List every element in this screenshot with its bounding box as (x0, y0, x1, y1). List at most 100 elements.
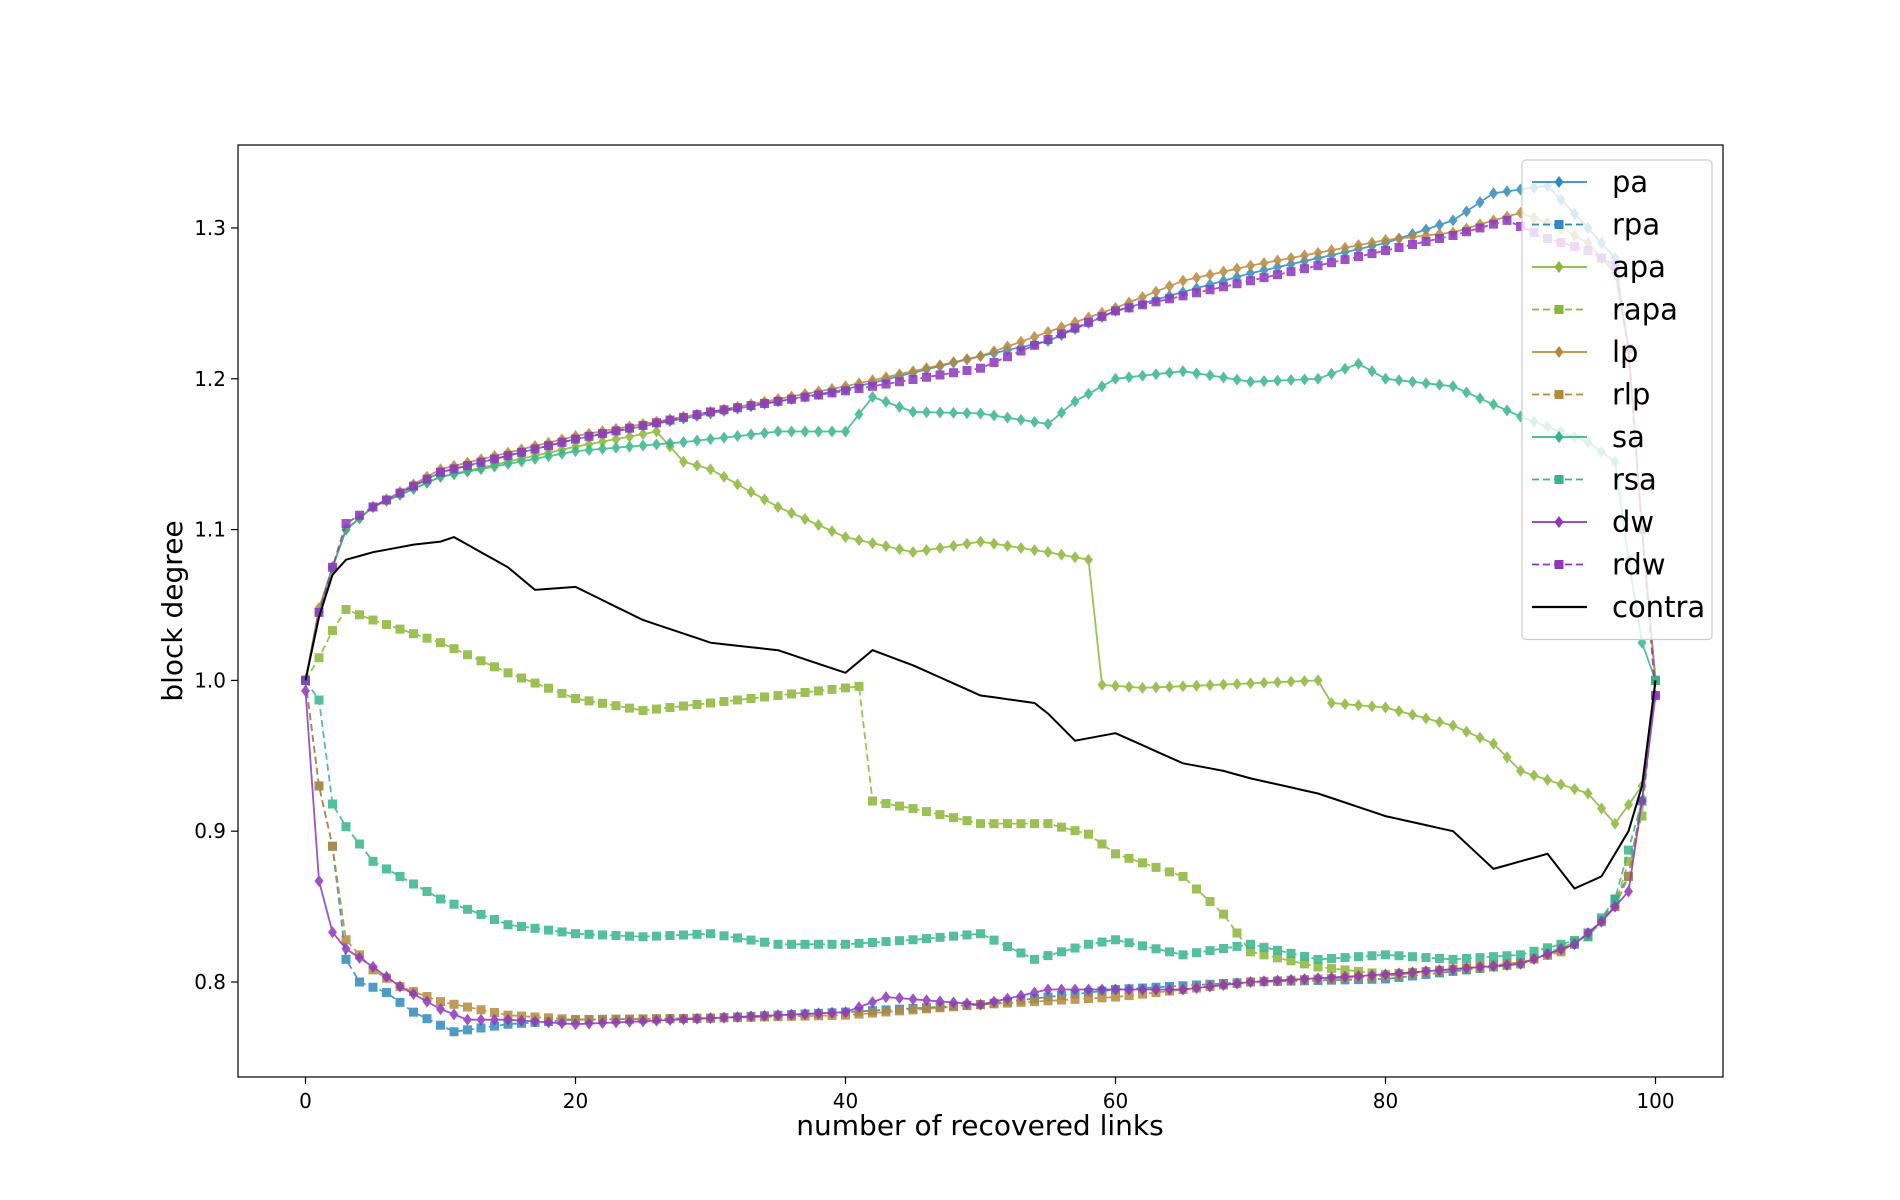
data-point (341, 604, 351, 614)
data-point (382, 988, 391, 998)
legend-item-apa: apa (1532, 250, 1666, 284)
data-point (1205, 369, 1215, 382)
data-point (1178, 871, 1188, 881)
x-tick-label: 80 (1373, 1089, 1398, 1113)
data-point (1057, 406, 1066, 419)
data-point (719, 431, 729, 444)
data-point (841, 939, 850, 949)
data-point (773, 939, 783, 949)
data-point (1313, 246, 1323, 259)
data-point (409, 481, 418, 491)
legend-marker (1554, 176, 1564, 188)
data-point (841, 386, 850, 396)
data-point (692, 700, 702, 710)
data-point (476, 656, 486, 666)
data-point (949, 996, 958, 1009)
data-point (935, 1003, 945, 1013)
data-point (1192, 288, 1201, 298)
data-point (598, 698, 607, 708)
data-point (544, 683, 553, 693)
data-point (895, 377, 904, 387)
data-point (544, 1016, 553, 1029)
data-point (638, 439, 648, 452)
data-point (1070, 826, 1080, 836)
data-point (409, 629, 418, 639)
data-point (1340, 241, 1350, 254)
data-point (1381, 234, 1390, 247)
series-rsa (301, 675, 1660, 964)
data-point (1421, 223, 1431, 236)
data-point (1354, 239, 1363, 252)
data-point (1489, 960, 1498, 973)
data-point (1651, 675, 1660, 685)
data-point (1111, 983, 1120, 996)
data-point (1435, 953, 1444, 963)
data-point (1111, 935, 1120, 945)
data-point (1003, 539, 1012, 552)
data-point (584, 929, 594, 939)
data-point (1151, 983, 1161, 996)
data-point (611, 441, 621, 454)
data-point (1070, 994, 1080, 1004)
data-point (1003, 819, 1012, 829)
data-point (1421, 377, 1431, 390)
data-point (719, 470, 729, 483)
data-point (530, 678, 540, 688)
data-point (706, 407, 715, 417)
data-point (476, 1005, 486, 1015)
data-point (422, 474, 432, 484)
data-point (490, 662, 499, 672)
data-point (1259, 273, 1269, 283)
legend-marker (1554, 475, 1564, 484)
data-point (1016, 948, 1026, 958)
data-point (395, 997, 405, 1007)
data-point (476, 1013, 486, 1026)
data-point (463, 1002, 472, 1012)
data-point (1219, 979, 1228, 992)
data-point (1165, 366, 1174, 379)
data-point (773, 1009, 783, 1022)
data-point (908, 365, 918, 378)
data-point (395, 871, 405, 881)
data-point (584, 444, 594, 457)
data-point (976, 363, 985, 373)
data-point (1435, 715, 1444, 728)
legend-label: rsa (1612, 463, 1657, 497)
data-point (1556, 778, 1566, 791)
data-point (760, 493, 769, 506)
data-point (638, 932, 648, 942)
data-point (611, 433, 621, 446)
data-point (827, 425, 837, 438)
data-point (665, 1013, 675, 1026)
data-point (463, 461, 472, 471)
data-point (800, 392, 810, 402)
data-point (814, 686, 823, 696)
data-point (1435, 218, 1444, 231)
data-point (503, 457, 513, 470)
data-point (1205, 897, 1215, 907)
data-point (854, 534, 864, 547)
data-point (1111, 849, 1120, 859)
data-point (679, 930, 688, 940)
data-point (1637, 795, 1647, 808)
data-point (1138, 300, 1147, 310)
legend-label: rpa (1612, 208, 1660, 242)
data-point (1367, 249, 1377, 259)
data-point (1435, 234, 1444, 244)
data-point (1165, 867, 1174, 877)
data-point (989, 995, 999, 1008)
data-point (800, 425, 810, 438)
data-point (341, 954, 351, 964)
data-point (1043, 335, 1053, 345)
data-point (692, 434, 702, 447)
data-point (1516, 221, 1525, 231)
data-point (773, 500, 783, 513)
data-point (1367, 969, 1377, 982)
data-point (625, 703, 634, 713)
data-point (989, 357, 999, 367)
data-point (382, 864, 391, 874)
x-tick-label: 20 (563, 1089, 588, 1113)
data-point (692, 1012, 702, 1025)
data-point (1178, 680, 1188, 693)
data-point (1205, 268, 1215, 281)
